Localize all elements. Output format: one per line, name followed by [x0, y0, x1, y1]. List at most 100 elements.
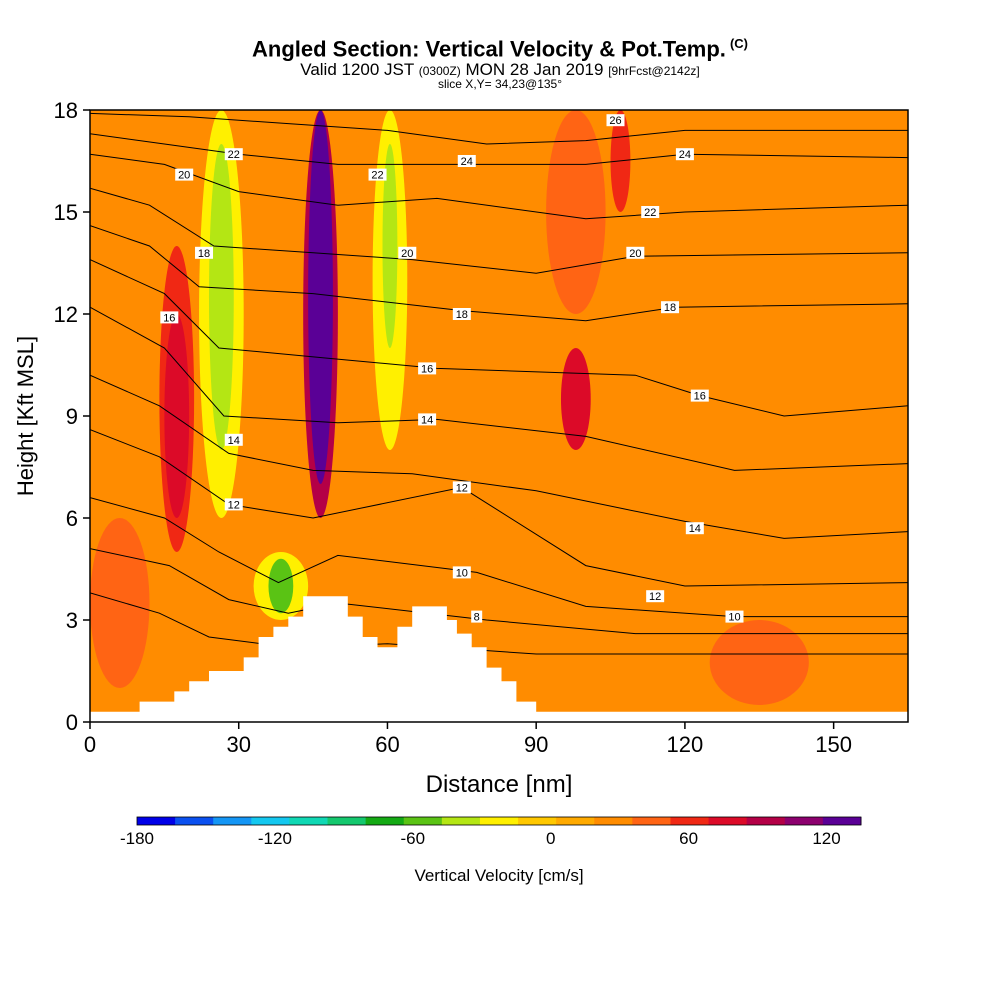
contour-label-bg — [675, 148, 694, 161]
contour-label-bg — [224, 498, 243, 511]
contour-label-text: 12 — [228, 499, 240, 511]
x-tick-label: 90 — [524, 732, 548, 757]
theta-contour-line — [90, 374, 908, 539]
updraft-region — [315, 110, 326, 416]
colorbar-swatch — [327, 817, 367, 825]
contour-label-bg — [398, 246, 417, 259]
contour-label-text: 22 — [644, 207, 656, 219]
theta-contour-line — [90, 187, 908, 274]
colorbar-swatch — [822, 817, 862, 825]
x-tick-label: 150 — [815, 732, 852, 757]
colorbar-swatch — [403, 817, 443, 825]
colorbar-tick-label: 60 — [679, 829, 698, 848]
contour-label-text: 10 — [456, 567, 468, 579]
contour-label: 12 — [224, 498, 243, 511]
contour-label: 12 — [452, 481, 471, 494]
contour-label: 22 — [641, 206, 660, 219]
contour-label-bg — [452, 566, 471, 579]
colorbar-swatch — [479, 817, 519, 825]
x-tick-label: 60 — [375, 732, 399, 757]
contour-label-text: 16 — [421, 363, 433, 375]
contour-label: 10 — [452, 566, 471, 579]
contour-label-bg — [368, 168, 387, 181]
colorbar-swatch — [213, 817, 252, 825]
contour-label-bg — [646, 590, 665, 603]
y-tick-label: 15 — [54, 200, 78, 225]
forecast-info: [9hrFcst@2142z] — [608, 64, 700, 78]
contour-label-bg — [685, 522, 704, 535]
colorbar-swatch — [556, 817, 595, 825]
colorbar-swatch — [365, 817, 405, 825]
colorbar-tick-label: -60 — [401, 829, 426, 848]
contour-label-text: 14 — [421, 414, 433, 426]
theta-contour-line — [90, 225, 908, 322]
x-axis-label: Distance [nm] — [426, 771, 573, 798]
theta-contour-line — [90, 112, 908, 145]
contour-label: 10 — [725, 610, 744, 624]
updraft-region — [645, 110, 735, 246]
contour-label: 18 — [661, 301, 680, 314]
colorbar-swatch — [632, 817, 671, 825]
colorbar-frame — [136, 816, 862, 826]
contour-label-text: 18 — [456, 309, 468, 321]
y-axis-label: Height [Kft MSL] — [13, 336, 38, 496]
contour-label-text: 12 — [649, 591, 661, 603]
contour-label-text: 18 — [198, 248, 210, 260]
contour-label-bg — [175, 168, 194, 181]
y-tick-label: 6 — [66, 506, 78, 531]
valid-time: Valid 1200 JST — [300, 60, 414, 79]
colorbar-swatch — [784, 817, 824, 825]
updraft-region — [461, 110, 547, 586]
contour-label-text: 12 — [456, 482, 468, 494]
contour-label: 14 — [685, 522, 704, 535]
contour-label-bg — [452, 308, 471, 320]
contour-label-text: 14 — [689, 523, 701, 535]
contour-label-bg — [471, 610, 483, 623]
contour-label: 18 — [452, 308, 471, 321]
contour-label-text: 8 — [474, 612, 480, 624]
colorbar-swatch — [594, 817, 633, 825]
contour-label-bg — [661, 301, 680, 314]
title-mark: (C) — [729, 36, 748, 51]
contour-label-bg — [725, 610, 744, 623]
y-tick-label: 12 — [54, 302, 78, 327]
updraft-region — [635, 382, 710, 484]
contour-label-text: 24 — [461, 156, 473, 168]
chart-title-text: Angled Section: Vertical Velocity & Pot.… — [252, 36, 726, 62]
contour-label-text: 20 — [629, 248, 641, 260]
contour-label: 20 — [626, 246, 645, 260]
colorbar-swatch — [518, 817, 557, 825]
contour-label-text: 18 — [664, 302, 676, 314]
updraft-region — [546, 110, 606, 314]
colorbar-swatch — [289, 817, 329, 825]
colorbar-swatch — [670, 817, 710, 825]
contour-label-text: 16 — [163, 312, 175, 324]
y-tick-label: 0 — [66, 710, 78, 735]
theta-contour-line — [90, 497, 908, 618]
colorbar-tick-label: 0 — [546, 829, 555, 848]
contour-label-bg — [606, 114, 625, 127]
contour-label: 24 — [457, 155, 476, 168]
contour-label: 26 — [606, 114, 625, 127]
contour-label-text: 16 — [694, 391, 706, 403]
contour-label-bg — [160, 311, 179, 324]
theta-contour-line — [90, 306, 908, 471]
x-tick-label: 120 — [667, 732, 704, 757]
y-tick-label: 9 — [66, 404, 78, 429]
contour-label-text: 10 — [728, 612, 740, 624]
contour-label: 14 — [224, 433, 243, 447]
updraft-region — [164, 314, 190, 518]
valid-date: MON 28 Jan 2019 — [465, 60, 604, 79]
x-tick-label: 30 — [226, 732, 250, 757]
theta-contour-line — [90, 429, 908, 587]
colorbar-swatch — [746, 817, 786, 825]
contour-label: 22 — [224, 148, 243, 161]
downdraft-region — [268, 558, 294, 614]
contour-label-text: 22 — [371, 170, 383, 182]
contour-label: 24 — [675, 148, 694, 161]
valid-zulu: (0300Z) — [418, 64, 461, 78]
contour-label-bg — [224, 433, 243, 446]
colorbar-swatch — [251, 817, 290, 825]
contour-label-bg — [690, 389, 709, 402]
